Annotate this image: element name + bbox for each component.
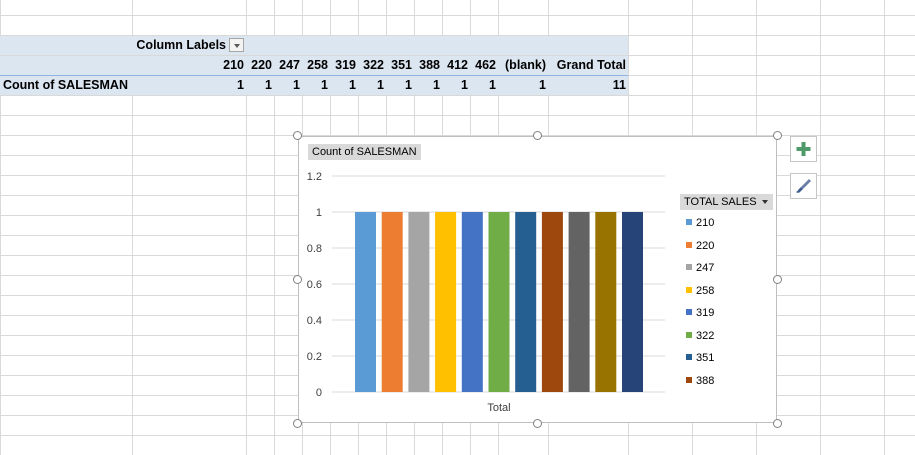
- pivot-value-cell[interactable]: 1: [489, 78, 496, 92]
- legend-swatch: [686, 264, 692, 270]
- legend-label: 220: [696, 239, 715, 252]
- resize-handle-top-left[interactable]: [293, 131, 302, 140]
- legend-item[interactable]: 319: [686, 306, 714, 320]
- legend-item[interactable]: 388: [686, 374, 714, 388]
- legend-label: 258: [696, 284, 715, 297]
- column-divider: [884, 0, 885, 455]
- legend-swatch: [686, 331, 692, 338]
- legend-item[interactable]: 210: [686, 216, 714, 230]
- pivot-column-header[interactable]: 220: [251, 58, 272, 72]
- pivot-column-header[interactable]: 247: [279, 58, 300, 72]
- chart-styles-button[interactable]: [790, 173, 817, 199]
- pivot-separator: [0, 75, 628, 76]
- pivot-values-band: [0, 76, 628, 95]
- legend-label: 319: [696, 307, 715, 319]
- column-divider: [820, 0, 821, 455]
- resize-handle-top-right[interactable]: [773, 131, 782, 140]
- chart-elements-button[interactable]: [790, 136, 817, 162]
- legend-item[interactable]: 220: [686, 239, 714, 253]
- pivot-column-header[interactable]: 319: [335, 58, 356, 72]
- column-labels-header[interactable]: Column Labels: [136, 38, 226, 52]
- legend-swatch: [686, 354, 692, 360]
- pivot-value-cell[interactable]: 1: [433, 78, 440, 92]
- pivot-column-header[interactable]: 258: [307, 58, 328, 72]
- column-labels-filter-button[interactable]: [229, 38, 244, 52]
- pivot-value-cell[interactable]: 1: [377, 78, 384, 92]
- pivot-header-band: [0, 36, 628, 55]
- pivot-value-cell[interactable]: 1: [405, 78, 412, 92]
- column-divider: [132, 0, 133, 455]
- resize-handle-bottom-left[interactable]: [293, 419, 302, 428]
- legend-label: 210: [696, 217, 715, 229]
- legend-field-label: TOTAL SALES: [684, 196, 757, 208]
- legend-swatch: [686, 241, 692, 248]
- legend-item[interactable]: 322: [686, 329, 714, 343]
- resize-handle-bottom-right[interactable]: [773, 419, 782, 428]
- column-divider: [274, 0, 275, 455]
- legend-swatch: [686, 219, 692, 225]
- pivot-column-header[interactable]: 210: [223, 58, 244, 72]
- resize-handle-bottom[interactable]: [533, 419, 542, 428]
- resize-handle-right[interactable]: [773, 275, 782, 284]
- row-label-count-of-salesman[interactable]: Count of SALESMAN: [3, 78, 128, 92]
- pivot-value-cell[interactable]: 1: [349, 78, 356, 92]
- legend-label: 247: [696, 262, 715, 274]
- pivot-columns-band: [0, 56, 628, 75]
- pivot-chart[interactable]: [298, 136, 777, 423]
- pivot-value-cell[interactable]: 1: [321, 78, 328, 92]
- column-divider: [246, 0, 247, 455]
- resize-handle-left[interactable]: [293, 275, 302, 284]
- legend-label: 322: [696, 329, 715, 342]
- value-field-button[interactable]: Count of SALESMAN: [308, 144, 421, 160]
- pivot-value-cell[interactable]: 1: [539, 78, 546, 92]
- legend-swatch: [686, 309, 692, 315]
- pivot-value-cell[interactable]: 1: [237, 78, 244, 92]
- pivot-column-header[interactable]: 388: [419, 58, 440, 72]
- pivot-column-header[interactable]: 351: [391, 58, 412, 72]
- legend-label: 388: [696, 374, 715, 387]
- legend-item[interactable]: 258: [686, 284, 714, 298]
- pivot-value-cell[interactable]: 1: [293, 78, 300, 92]
- legend-label: 351: [696, 352, 715, 364]
- pivot-column-header[interactable]: 322: [363, 58, 384, 72]
- pivot-value-cell[interactable]: 1: [265, 78, 272, 92]
- legend-swatch: [686, 376, 692, 383]
- pivot-column-header[interactable]: 462: [475, 58, 496, 72]
- pivot-column-header[interactable]: (blank): [505, 58, 546, 72]
- pivot-value-cell[interactable]: 11: [612, 78, 626, 92]
- legend-field-button[interactable]: TOTAL SALES: [680, 194, 773, 210]
- brush-icon: [796, 179, 811, 193]
- plus-icon: [796, 142, 811, 156]
- pivot-value-cell[interactable]: 1: [461, 78, 468, 92]
- pivot-column-header[interactable]: 412: [447, 58, 468, 72]
- legend-item[interactable]: 351: [686, 351, 714, 365]
- legend-item[interactable]: 247: [686, 261, 714, 275]
- pivot-column-header[interactable]: Grand Total: [556, 58, 626, 72]
- legend-swatch: [686, 286, 692, 293]
- resize-handle-top[interactable]: [533, 131, 542, 140]
- chevron-down-icon: [761, 200, 768, 204]
